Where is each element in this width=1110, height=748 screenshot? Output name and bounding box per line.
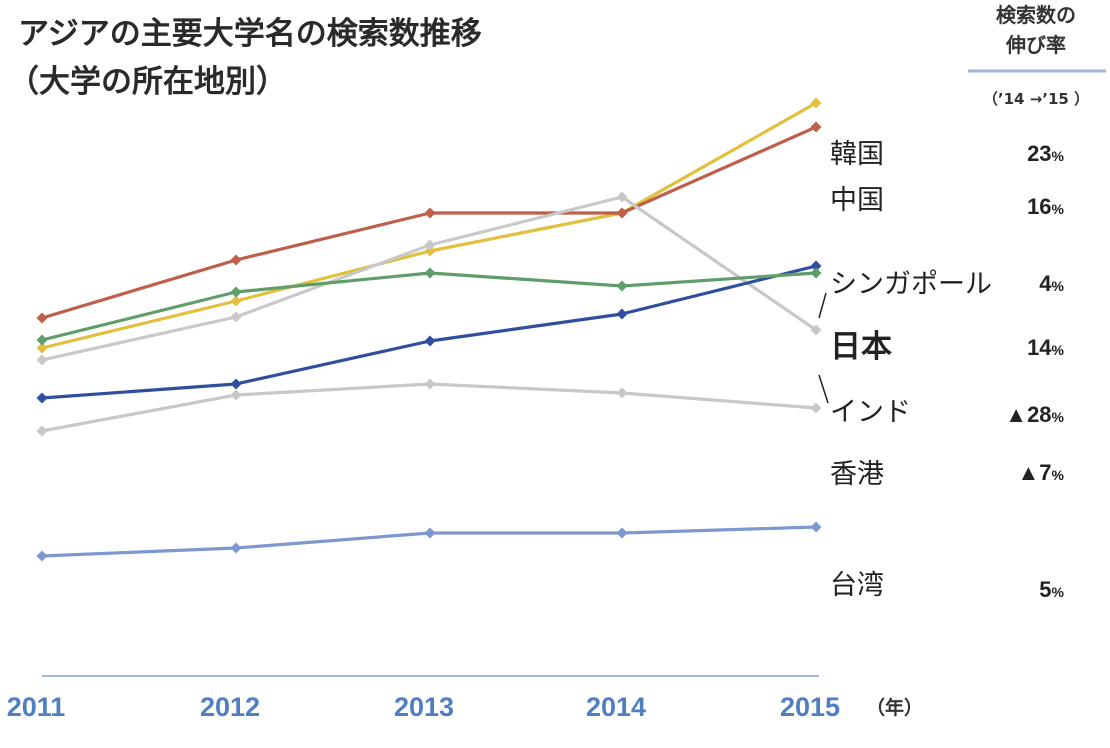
growth-value: 5% — [1039, 577, 1064, 602]
series-4 — [36, 267, 822, 346]
series-layer — [36, 97, 822, 562]
x-tick-label: 2015 — [780, 692, 840, 722]
series-2 — [36, 191, 822, 366]
data-point — [810, 521, 822, 533]
data-point — [36, 425, 48, 437]
growth-value: ▲28% — [1005, 402, 1064, 427]
label-leader-line — [818, 292, 827, 319]
growth-header-line1: 検索数の — [996, 3, 1076, 27]
series-label: 日本 — [830, 329, 892, 365]
growth-value: 16% — [1027, 194, 1064, 219]
series-1 — [36, 121, 822, 324]
data-point — [616, 207, 628, 219]
data-point — [36, 550, 48, 562]
data-point — [810, 121, 822, 133]
chart-subtitle: （大学の所在地別） — [8, 64, 287, 100]
label-leader-line — [818, 374, 829, 404]
data-point — [810, 97, 822, 109]
data-point — [810, 324, 822, 336]
series-6 — [36, 521, 822, 562]
growth-period: （’14 →’15 ） — [983, 90, 1089, 108]
growth-header-line2: 伸び率 — [1005, 33, 1066, 57]
data-point — [424, 239, 436, 251]
series-label: インド — [830, 397, 911, 428]
growth-value: ▲7% — [1018, 460, 1065, 485]
x-tick-label: 2011 — [7, 692, 66, 722]
data-point — [616, 280, 628, 292]
series-label: 台湾 — [830, 570, 884, 601]
data-point — [230, 542, 242, 554]
data-point — [36, 312, 48, 324]
series-label: 中国 — [830, 185, 884, 216]
data-point — [36, 392, 48, 404]
growth-value: 14% — [1027, 335, 1064, 360]
data-point — [424, 267, 436, 279]
data-point — [36, 334, 48, 346]
data-point — [810, 260, 822, 272]
x-axis-ticks: 2011 2012 2013 2014 2015 — [7, 692, 840, 722]
data-point — [36, 342, 48, 354]
data-point — [230, 378, 242, 390]
data-point — [36, 354, 48, 366]
series-0 — [36, 97, 822, 354]
data-point — [616, 191, 628, 203]
chart-title: アジアの主要大学名の検索数推移 — [18, 16, 482, 52]
series-label: 韓国 — [830, 139, 884, 170]
series-line — [41, 264, 817, 400]
series-3 — [36, 260, 822, 404]
data-point — [230, 295, 242, 307]
series-5 — [36, 378, 822, 437]
data-point — [424, 378, 436, 390]
x-tick-label: 2014 — [586, 692, 646, 722]
series-label: 香港 — [830, 459, 884, 490]
data-point — [230, 254, 242, 266]
data-point — [424, 335, 436, 347]
data-point — [810, 402, 822, 414]
data-point — [424, 245, 436, 257]
data-point — [230, 389, 242, 401]
data-point — [230, 286, 242, 298]
x-axis-unit: （年） — [866, 696, 923, 719]
data-point — [616, 527, 628, 539]
data-point — [424, 527, 436, 539]
data-point — [616, 387, 628, 399]
data-point — [810, 267, 822, 279]
growth-value: 4% — [1039, 271, 1064, 296]
series-line — [41, 125, 817, 320]
data-point — [616, 308, 628, 320]
x-tick-label: 2012 — [200, 692, 260, 722]
x-tick-label: 2013 — [394, 692, 454, 722]
data-point — [424, 207, 436, 219]
series-line — [41, 195, 817, 362]
growth-value: 23% — [1027, 141, 1064, 166]
growth-values: 23% 16% 4% 14% ▲28% ▲7% 5% — [1005, 141, 1064, 602]
data-point — [230, 311, 242, 323]
series-label: シンガポール — [830, 269, 992, 300]
